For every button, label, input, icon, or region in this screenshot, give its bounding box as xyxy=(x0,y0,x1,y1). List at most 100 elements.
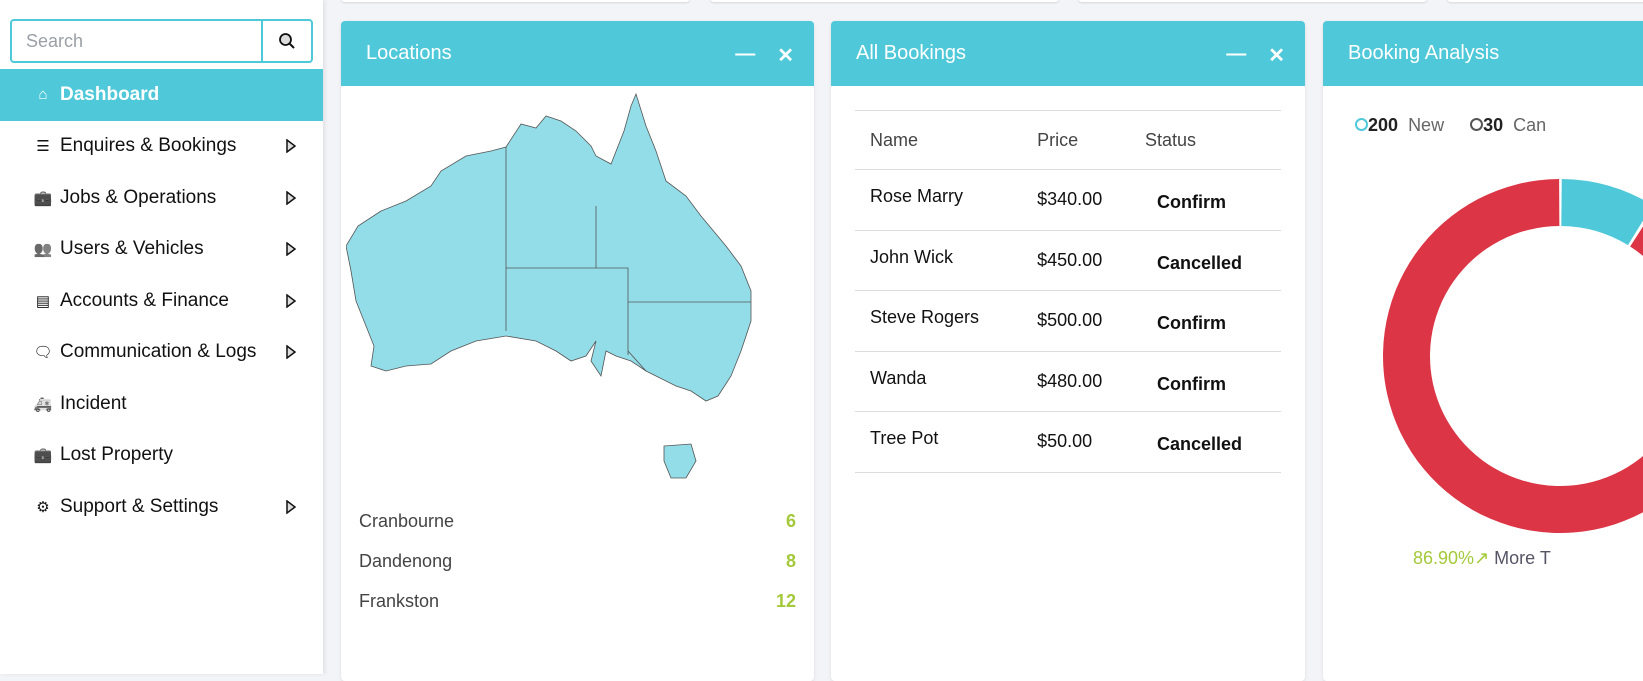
sidebar-item-label: Jobs & Operations xyxy=(60,186,217,208)
table-row[interactable]: Rose Marry $340.00 Confirm xyxy=(855,169,1281,231)
legend-marker-icon xyxy=(1470,118,1484,131)
search-input[interactable] xyxy=(12,21,261,61)
location-name: Cranbourne xyxy=(359,511,455,531)
legend-label: New xyxy=(1408,115,1445,135)
locations-panel: Locations — ✕ Cranbourne 6 Dandenong 8 Franks… xyxy=(341,21,814,681)
briefcase-icon: 💼 xyxy=(33,189,53,207)
panel-title: Locations xyxy=(366,42,452,64)
layers-icon: ☰ xyxy=(36,138,50,156)
chevron-right-icon xyxy=(286,499,296,514)
panel-title: All Bookings xyxy=(856,42,967,64)
trend-up-icon: ↗ xyxy=(1474,548,1490,568)
sidebar-item-label: Dashboard xyxy=(60,83,160,105)
location-count: 12 xyxy=(775,591,796,611)
booking-name: Wanda xyxy=(855,351,1023,412)
table-row[interactable]: John Wick $450.00 Cancelled xyxy=(855,230,1281,291)
search-icon xyxy=(279,33,295,49)
booking-name: Tree Pot xyxy=(855,411,1023,473)
sidebar-item-dashboard[interactable]: ⌂ Dashboard xyxy=(0,69,323,121)
sidebar-item-incident[interactable]: 🚑 Incident xyxy=(0,378,323,430)
sidebar: ⌂ Dashboard ☰ Enquires & Bookings 💼 Jobs & Op… xyxy=(0,0,323,674)
legend-marker-icon xyxy=(1355,118,1368,131)
sidebar-item-label: Communication & Logs xyxy=(60,341,257,363)
card-icon: ▤ xyxy=(35,292,51,310)
sidebar-item-enquires-bookings[interactable]: ☰ Enquires & Bookings xyxy=(0,121,323,173)
location-count: 8 xyxy=(785,551,796,571)
trend-percent: 86.90% xyxy=(1413,548,1475,568)
sidebar-item-label: Incident xyxy=(60,392,127,414)
gear-icon: ⚙ xyxy=(36,498,50,516)
top-card xyxy=(710,0,1059,2)
close-button[interactable]: ✕ xyxy=(777,45,794,67)
table-row[interactable]: Tree Pot $50.00 Cancelled xyxy=(855,411,1281,473)
column-header: Status xyxy=(1130,110,1281,170)
sidebar-item-jobs-operations[interactable]: 💼 Jobs & Operations xyxy=(0,172,323,224)
booking-name: Steve Rogers xyxy=(855,290,1023,352)
legend-value: 30 xyxy=(1483,115,1504,135)
sidebar-item-accounts-finance[interactable]: ▤ Accounts & Finance xyxy=(0,275,323,327)
sidebar-item-label: Enquires & Bookings xyxy=(60,135,237,157)
booking-price: $450.00 xyxy=(1022,230,1131,291)
sidebar-item-support-settings[interactable]: ⚙ Support & Settings xyxy=(0,481,323,533)
users-icon: 👥 xyxy=(33,241,53,259)
table-row[interactable]: Steve Rogers $500.00 Confirm xyxy=(855,290,1281,352)
chart-legend: 200 New 30 Can xyxy=(1355,115,1546,136)
bookings-panel: All Bookings — ✕ Name Price Status Rose Marr… xyxy=(831,21,1305,681)
trend-label: More T xyxy=(1494,548,1551,568)
chevron-right-icon xyxy=(286,345,296,360)
donut-slice xyxy=(1383,179,1643,533)
column-header: Name xyxy=(855,110,1023,170)
legend-item: 30 Can xyxy=(1470,115,1546,136)
booking-price: $50.00 xyxy=(1022,411,1131,473)
top-card xyxy=(341,0,690,2)
close-button[interactable]: ✕ xyxy=(1268,45,1285,67)
sidebar-item-communication-logs[interactable]: 🗨 Communication & Logs xyxy=(0,327,323,379)
legend-label: Can xyxy=(1513,115,1547,135)
analysis-panel: Booking Analysis 200 New 30 Can 86.90%↗ M… xyxy=(1323,21,1643,681)
booking-status: Confirm xyxy=(1130,290,1281,352)
legend-value: 200 xyxy=(1368,115,1399,135)
booking-status: Confirm xyxy=(1130,351,1281,412)
minimize-button[interactable]: — xyxy=(735,43,756,65)
briefcase-icon: 💼 xyxy=(33,447,53,465)
legend-item: 200 New xyxy=(1355,115,1444,136)
bookings-table: Name Price Status Rose Marry $340.00 Confirm J… xyxy=(855,110,1281,473)
donut-chart xyxy=(1383,179,1643,533)
table-row[interactable]: Wanda $480.00 Confirm xyxy=(855,351,1281,412)
booking-name: John Wick xyxy=(855,230,1023,291)
booking-price: $340.00 xyxy=(1022,169,1131,231)
chat-icon: 🗨 xyxy=(33,344,53,362)
chevron-right-icon xyxy=(286,242,296,257)
search-button[interactable] xyxy=(261,21,311,61)
booking-price: $480.00 xyxy=(1022,351,1131,412)
location-name: Frankston xyxy=(359,591,440,611)
sidebar-nav: ⌂ Dashboard ☰ Enquires & Bookings 💼 Jobs & Op… xyxy=(0,69,323,533)
top-card xyxy=(1447,0,1643,2)
booking-price: $500.00 xyxy=(1022,290,1131,352)
sidebar-item-label: Support & Settings xyxy=(60,495,219,517)
sidebar-item-users-vehicles[interactable]: 👥 Users & Vehicles xyxy=(0,224,323,276)
location-row: Frankston 12 xyxy=(359,591,796,612)
booking-name: Rose Marry xyxy=(855,169,1023,231)
trend-summary: 86.90%↗ More T xyxy=(1413,548,1551,569)
column-header: Price xyxy=(1022,110,1131,170)
chevron-right-icon xyxy=(286,293,296,308)
location-name: Dandenong xyxy=(359,551,453,571)
sidebar-item-lost-property[interactable]: 💼 Lost Property xyxy=(0,430,323,482)
sidebar-item-label: Users & Vehicles xyxy=(60,238,204,260)
location-count: 6 xyxy=(785,511,796,531)
location-row: Dandenong 8 xyxy=(359,551,796,572)
ambulance-icon: 🚑 xyxy=(33,395,53,413)
search-box xyxy=(10,19,313,63)
australia-map xyxy=(346,92,752,479)
panel-title: Booking Analysis xyxy=(1348,42,1500,64)
location-row: Cranbourne 6 xyxy=(359,511,796,532)
minimize-button[interactable]: — xyxy=(1226,43,1247,65)
home-icon: ⌂ xyxy=(38,86,48,104)
booking-status: Cancelled xyxy=(1130,230,1281,291)
chevron-right-icon xyxy=(286,139,296,154)
booking-status: Confirm xyxy=(1130,169,1281,231)
chevron-right-icon xyxy=(286,190,296,205)
booking-status: Cancelled xyxy=(1130,411,1281,473)
sidebar-item-label: Lost Property xyxy=(60,444,173,466)
